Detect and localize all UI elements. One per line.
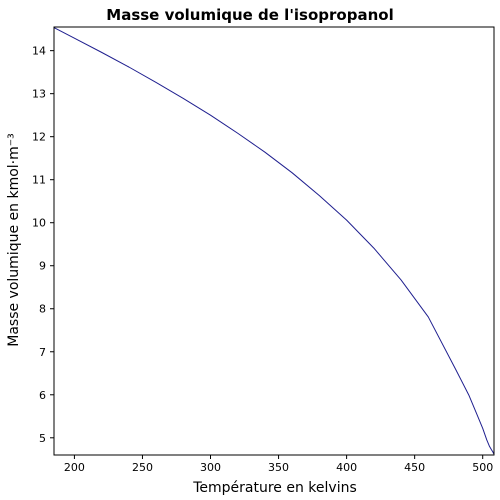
y-tick-label: 14 <box>32 45 46 58</box>
y-tick-label: 5 <box>39 432 46 445</box>
y-tick-label: 6 <box>39 389 46 402</box>
plot-frame <box>53 26 495 456</box>
y-axis-label: Masse volumique en kmol·m⁻³ <box>6 133 22 347</box>
series-line-0 <box>54 27 495 454</box>
x-tick-label: 300 <box>200 461 221 474</box>
y-tick-label: 10 <box>32 217 46 230</box>
y-tick-label: 8 <box>39 303 46 316</box>
axis-ticks: 200 250 300 350 400 450 500 5 6 7 8 9 10 11 12 13 14 <box>32 45 493 474</box>
plot-area <box>54 27 495 454</box>
x-tick-label: 250 <box>132 461 153 474</box>
chart-title: Masse volumique de l'isopropanol <box>106 6 393 24</box>
y-tick-label: 12 <box>32 131 46 144</box>
y-tick-label: 9 <box>39 260 46 273</box>
x-axis-label: Température en kelvins <box>192 480 357 496</box>
y-tick-label: 11 <box>32 174 46 187</box>
x-tick-label: 200 <box>64 461 85 474</box>
y-tick-label: 7 <box>39 346 46 359</box>
x-tick-label: 350 <box>268 461 289 474</box>
x-tick-label: 450 <box>404 461 425 474</box>
x-tick-label: 500 <box>472 461 493 474</box>
y-tick-label: 13 <box>32 88 46 101</box>
x-tick-label: 400 <box>336 461 357 474</box>
